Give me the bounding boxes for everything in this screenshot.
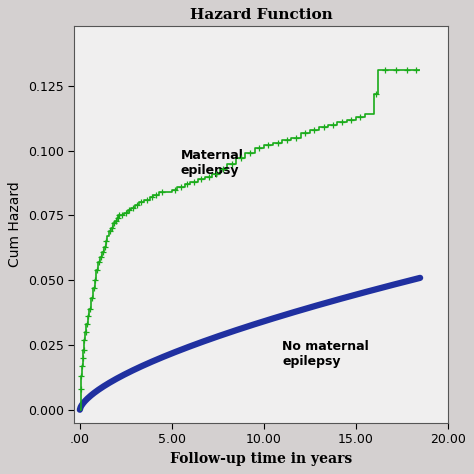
- Text: Maternal
epilepsy: Maternal epilepsy: [181, 148, 244, 176]
- X-axis label: Follow-up time in years: Follow-up time in years: [170, 452, 352, 465]
- Title: Hazard Function: Hazard Function: [190, 9, 332, 22]
- Y-axis label: Cum Hazard: Cum Hazard: [9, 182, 22, 267]
- Text: No maternal
epilepsy: No maternal epilepsy: [282, 340, 369, 368]
